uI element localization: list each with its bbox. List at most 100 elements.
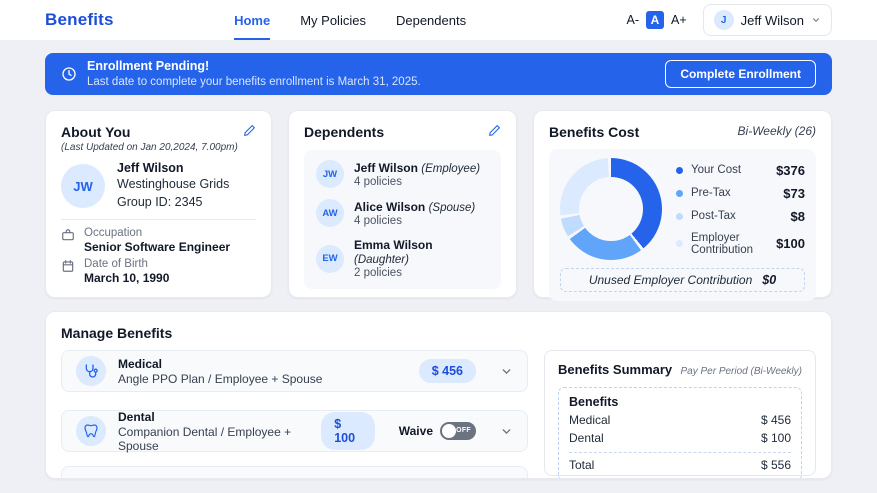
benefit-row-medical[interactable]: Medical Angle PPO Plan / Employee + Spou… (61, 350, 528, 392)
legend-dot (676, 212, 683, 220)
benefit-plan: Angle PPO Plan / Employee + Spouse (118, 371, 323, 386)
list-item: AW Alice Wilson (Spouse) 4 policies (316, 199, 489, 227)
legend-item: Your Cost $376 (676, 163, 805, 178)
waive-control: Waive OFF (399, 422, 476, 440)
app-logo: Benefits (45, 10, 114, 29)
employee-group-id: Group ID: 2345 (117, 195, 203, 210)
unused-contribution-box: Unused Employer Contribution $0 (560, 268, 805, 292)
benefit-row-partial[interactable] (61, 466, 528, 478)
banner-subtitle: Last date to complete your benefits enro… (87, 75, 421, 88)
legend-label: Post-Tax (691, 210, 736, 222)
benefit-rows: Medical Angle PPO Plan / Employee + Spou… (61, 350, 528, 478)
briefcase-icon (61, 227, 75, 254)
summary-item-label: Dental (569, 431, 604, 445)
legend-value: $376 (776, 162, 805, 178)
edit-pencil-icon[interactable] (243, 124, 256, 137)
employee-name: Jeff Wilson (117, 161, 184, 175)
user-name: Jeff Wilson (740, 12, 804, 28)
legend-value: $8 (790, 208, 805, 224)
benefits-cost-card: Benefits Cost Bi-Weekly (26) Your Cost (533, 110, 832, 301)
summary-total-value: $ 556 (760, 458, 791, 472)
enrollment-banner: Enrollment Pending! Last date to complet… (45, 53, 832, 95)
chevron-down-icon (811, 15, 821, 25)
avatar: EW (316, 244, 344, 273)
summary-item-label: Medical (569, 413, 611, 427)
legend-value: $73 (783, 185, 805, 201)
benefit-row-dental[interactable]: Dental Companion Dental / Employee + Spo… (61, 409, 528, 453)
benefit-type: Dental (118, 409, 155, 424)
occupation-value: Senior Software Engineer (84, 240, 231, 255)
chevron-down-icon[interactable] (500, 365, 513, 378)
edit-pencil-icon[interactable] (488, 124, 501, 137)
pay-period-label: Bi-Weekly (26) (737, 124, 816, 138)
tab-home[interactable]: Home (234, 0, 271, 40)
summary-period-label: Pay Per Period (Bi-Weekly) (680, 366, 802, 377)
dob-value: March 10, 1990 (84, 271, 170, 286)
occupation-label: Occupation (84, 227, 143, 240)
list-item: JW Jeff Wilson (Employee) 4 policies (316, 160, 489, 188)
donut-chart (560, 158, 662, 260)
legend-item: Employer Contribution $100 (676, 232, 805, 256)
dependents-card: Dependents JW Jeff Wilson (Employee) 4 p… (288, 110, 517, 298)
legend-dot (676, 240, 683, 247)
header-right: A- A A+ J Jeff Wilson (627, 4, 832, 36)
dependent-name: Emma Wilson (354, 238, 433, 252)
legend-dot (676, 189, 683, 197)
toggle-knob (442, 424, 456, 438)
waive-toggle[interactable]: OFF (440, 422, 476, 440)
dob-label: Date of Birth (84, 258, 148, 271)
summary-item-value: $ 456 (760, 413, 791, 427)
table-row: Medical $ 456 (569, 413, 791, 427)
chart-legend: Your Cost $376 Pre-Tax $73 Post-Tax (676, 163, 805, 256)
chevron-down-icon[interactable] (500, 425, 513, 438)
clock-icon (61, 66, 77, 82)
legend-label: Employer Contribution (691, 231, 754, 256)
dependents-title: Dependents (304, 124, 385, 140)
font-size-controls: A- A A+ (627, 11, 687, 29)
font-decrease-button[interactable]: A- (626, 13, 640, 27)
summary-total-label: Total (569, 458, 595, 472)
dependent-name: Jeff Wilson (354, 160, 418, 175)
tab-my-policies[interactable]: My Policies (300, 12, 366, 28)
stethoscope-icon (76, 356, 106, 386)
complete-enrollment-button[interactable]: Complete Enrollment (665, 60, 816, 88)
manage-benefits-title: Manage Benefits (61, 325, 173, 341)
donut-hole (579, 177, 643, 241)
avatar: AW (316, 199, 344, 227)
dependent-relation: (Spouse) (428, 201, 476, 214)
table-row: Dental $ 100 (569, 431, 791, 445)
divider (569, 452, 791, 453)
unused-contribution-value: $0 (762, 273, 777, 287)
benefits-summary-card: Benefits Summary Pay Per Period (Bi-Week… (544, 350, 816, 478)
dependent-policies: 4 policies (354, 175, 402, 188)
dependents-list: JW Jeff Wilson (Employee) 4 policies AW … (304, 150, 501, 289)
legend-label: Your Cost (691, 164, 742, 176)
legend-item: Pre-Tax $73 (676, 186, 805, 201)
benefit-type: Medical (118, 356, 163, 371)
summary-total-row: Total $ 556 (569, 458, 791, 472)
summary-section-header: Benefits (569, 395, 619, 409)
tab-dependents[interactable]: Dependents (395, 12, 467, 28)
summary-item-value: $ 100 (760, 431, 791, 445)
benefit-plan: Companion Dental / Employee + Spouse (118, 424, 292, 453)
about-you-title: About You (61, 124, 131, 140)
user-menu[interactable]: J Jeff Wilson (702, 4, 832, 36)
last-updated-text: (Last Updated on Jan 20,2024, 7.00pm) (61, 142, 238, 153)
font-increase-button[interactable]: A+ (671, 13, 687, 27)
price-badge: $ 456 (418, 359, 476, 383)
unused-contribution-label: Unused Employer Contribution (588, 273, 753, 287)
legend-value: $100 (776, 236, 805, 251)
benefits-cost-panel: Your Cost $376 Pre-Tax $73 Post-Tax (549, 149, 816, 301)
list-item: EW Emma Wilson (Daughter) 2 policies (316, 238, 489, 279)
font-normal-button[interactable]: A (646, 11, 665, 29)
legend-dot (676, 166, 683, 174)
summary-table: Benefits Medical $ 456 Dental $ 100 Tota… (558, 387, 802, 478)
tooth-icon (76, 416, 106, 446)
user-avatar: J (713, 10, 734, 30)
dependent-policies: 2 policies (354, 267, 402, 279)
legend-label: Pre-Tax (691, 187, 731, 199)
manage-benefits-card: Manage Benefits Medical Angle PPO Plan /… (45, 311, 832, 479)
banner-title: Enrollment Pending! (87, 59, 210, 74)
employee-company: Westinghouse Grids (117, 177, 230, 191)
